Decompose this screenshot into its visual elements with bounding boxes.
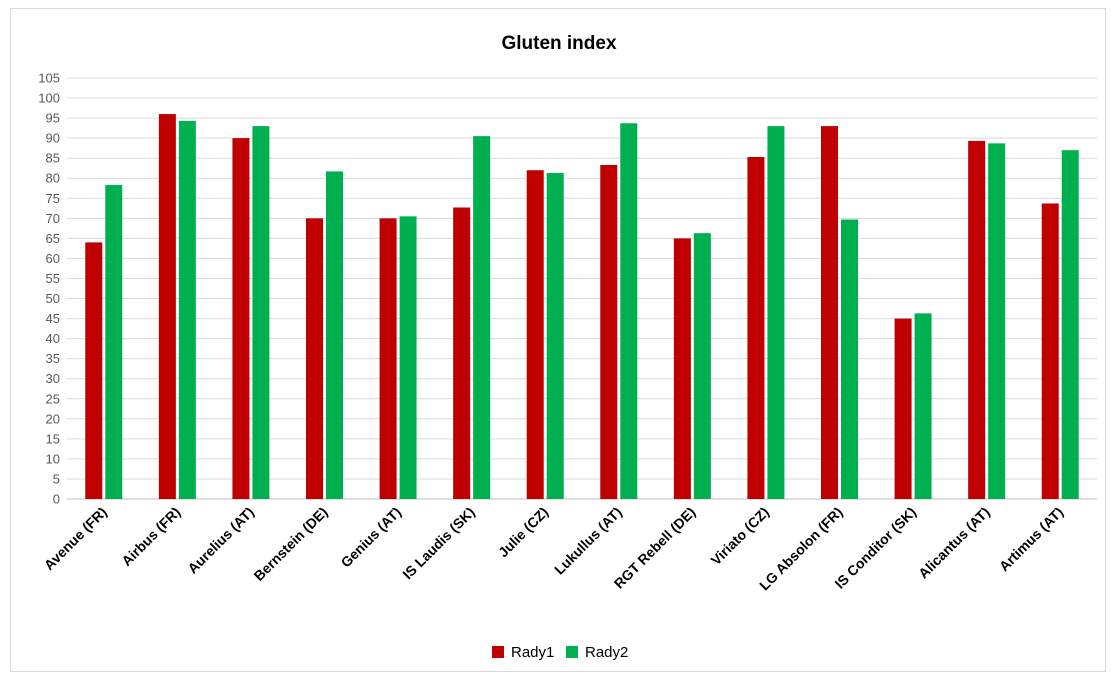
bar-rady2-13: [988, 143, 1006, 500]
bar-rady2-10: [767, 126, 785, 499]
y-tick-label: 55: [46, 271, 60, 286]
bar-rady2-9: [693, 233, 711, 499]
chart-frame: Gluten index 0 5 10 15 20 25 30 35 40 45 50 55 60 65 7…: [10, 8, 1106, 672]
y-tick-label: 10: [46, 451, 60, 466]
bar-rady1-4: [306, 218, 323, 500]
y-tick-label: 0: [53, 492, 60, 507]
y-tick-label: 20: [46, 411, 60, 426]
bar-rady1-12: [894, 318, 912, 499]
y-tick-label: 25: [46, 391, 60, 406]
bar-rady2-4: [326, 171, 343, 499]
bar-rady1-8: [600, 165, 618, 500]
y-tick-label: 15: [46, 431, 60, 446]
y-tick-label: 5: [53, 471, 60, 486]
x-tick-label: Airbus (FR): [118, 504, 183, 569]
x-tick-label: Alicantus (AT): [915, 504, 993, 582]
x-tick-label: Aurelius (AT): [184, 504, 257, 577]
x-tick-label: Avenue (FR): [41, 504, 110, 573]
x-tick-label: Artimus (AT): [996, 504, 1067, 575]
y-tick-label: 100: [38, 91, 60, 106]
bar-rady1-9: [673, 238, 691, 499]
x-axis: Avenue (FR) Airbus (FR) Aurelius (AT)Berns…: [41, 504, 1067, 594]
x-tick-label: IS Conditor (SK): [831, 504, 919, 592]
bar-rady2-11: [841, 219, 858, 499]
bar-rady1-14: [1041, 203, 1059, 499]
y-axis: 0 5 10 15 20 25 30 35 40 45 50 55 60 65 70 75 80 85 90 95 10…: [38, 71, 60, 507]
bar-rady1-6: [453, 207, 471, 499]
y-tick-label: 50: [46, 291, 60, 306]
y-tick-label: 40: [46, 331, 60, 346]
bar-rady2-3: [252, 126, 270, 499]
y-tick-label: 95: [46, 111, 60, 126]
bar-rady2-7: [546, 173, 564, 500]
bar-chart: Gluten index 0 5 10 15 20 25 30 35 40 45 50 55 60 65 7…: [38, 33, 1097, 661]
y-tick-label: 30: [46, 371, 60, 386]
bar-rady1-10: [747, 156, 765, 500]
y-tick-label: 70: [46, 211, 60, 226]
bar-rady2-12: [914, 313, 932, 499]
legend-swatch-rady1: [492, 646, 504, 658]
bar-rady1-1: [85, 242, 103, 499]
y-tick-label: 35: [46, 351, 60, 366]
bar-rady1-11: [821, 126, 838, 499]
bars: [85, 114, 1079, 500]
x-tick-label: Julie (CZ): [495, 504, 551, 560]
bar-rady2-8: [620, 123, 638, 499]
chart-title: Gluten index: [501, 33, 617, 54]
y-tick-label: 85: [46, 151, 60, 166]
legend-label-rady2: Rady2: [585, 644, 628, 661]
bar-rady2-2: [178, 120, 196, 499]
x-tick-label: IS Laudis (SK): [399, 504, 477, 582]
bar-rady1-7: [526, 170, 544, 499]
bar-rady1-5: [379, 218, 397, 500]
bar-rady1-2: [158, 114, 176, 499]
bar-rady2-5: [399, 216, 417, 500]
x-tick-label: RGT Rebell (DE): [611, 504, 699, 592]
y-tick-label: 60: [46, 251, 60, 266]
y-tick-label: 45: [46, 311, 60, 326]
legend-label-rady1: Rady1: [511, 644, 554, 661]
y-tick-label: 80: [46, 171, 60, 186]
y-tick-label: 90: [46, 131, 60, 146]
gridlines: [67, 77, 1097, 500]
y-tick-label: 75: [46, 191, 60, 206]
bar-rady1-3: [232, 138, 250, 499]
bar-rady2-1: [105, 185, 123, 499]
legend: Rady1 Rady2: [492, 644, 628, 661]
x-tick-label: Lukullus (AT): [551, 504, 625, 578]
x-tick-label: Viriato (CZ): [708, 504, 772, 568]
bar-rady2-6: [473, 136, 491, 499]
x-tick-label: Genius (AT): [338, 504, 405, 571]
bar-rady1-13: [968, 140, 986, 499]
y-tick-label: 105: [38, 71, 60, 86]
y-tick-label: 65: [46, 231, 60, 246]
x-tick-label: Bernstein (DE): [251, 504, 331, 584]
legend-swatch-rady2: [566, 646, 578, 658]
bar-rady2-14: [1061, 150, 1079, 499]
